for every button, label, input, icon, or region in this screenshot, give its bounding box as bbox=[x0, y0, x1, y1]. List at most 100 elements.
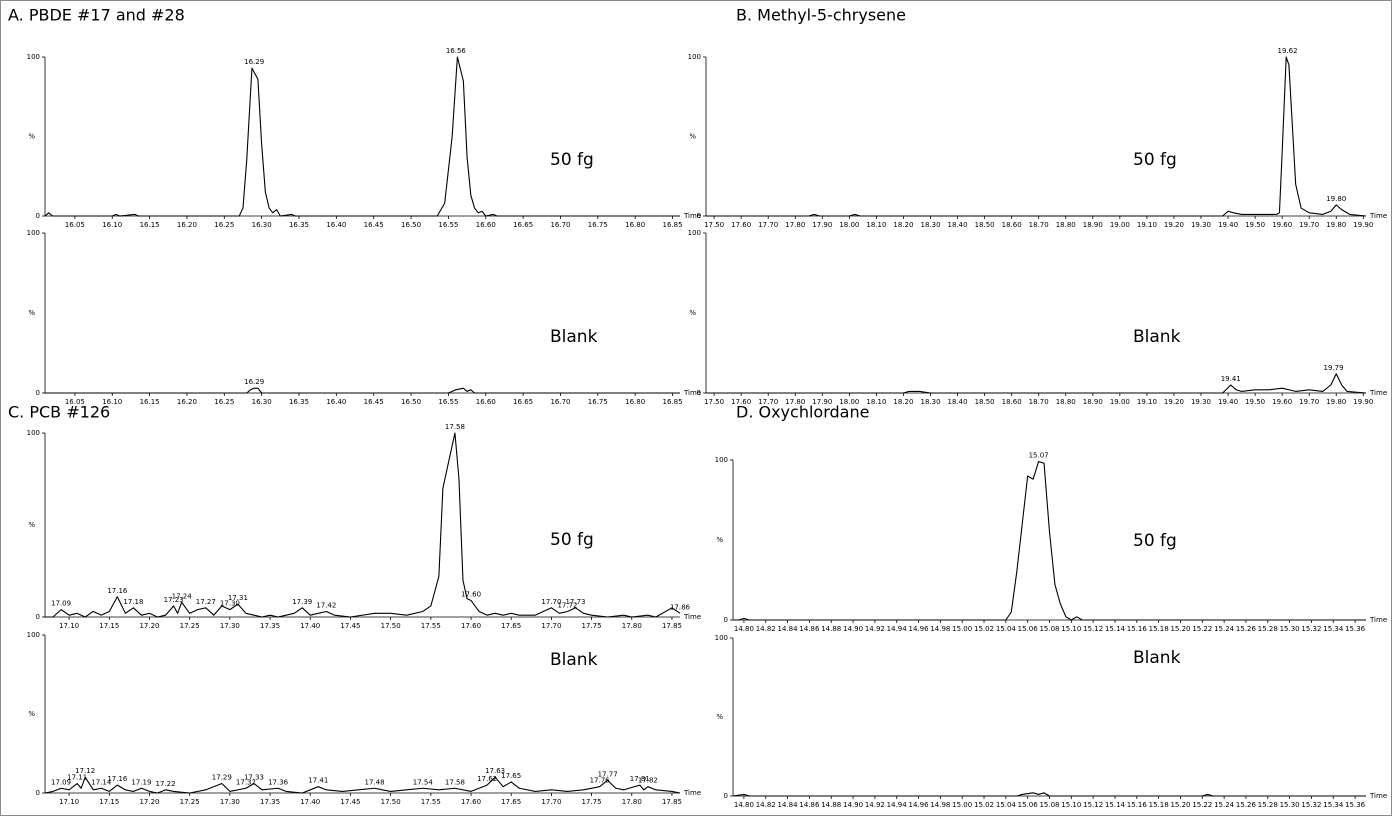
trace bbox=[732, 792, 1366, 797]
y-axis-label: % bbox=[28, 710, 35, 718]
y-tick-label: 0 bbox=[724, 792, 728, 800]
peak-label: 17.60 bbox=[461, 590, 481, 598]
x-tick-label: 14.96 bbox=[909, 801, 930, 809]
peak-label: 17.58 bbox=[445, 778, 465, 786]
y-tick-label: 0 bbox=[697, 389, 701, 397]
trace bbox=[44, 776, 681, 794]
y-tick-label: 100 bbox=[27, 631, 40, 639]
x-tick-label: 17.50 bbox=[704, 398, 724, 406]
x-tick-label: 15.00 bbox=[952, 625, 972, 633]
x-tick-label: 17.10 bbox=[59, 622, 79, 630]
x-tick-label: 15.28 bbox=[1258, 801, 1278, 809]
x-tick-label: 15.16 bbox=[1127, 625, 1148, 633]
peak-label: 17.09 bbox=[51, 778, 71, 786]
x-tick-label: 18.50 bbox=[975, 221, 995, 229]
x-tick-label: 14.94 bbox=[887, 625, 908, 633]
x-axis-label: Time bbox=[1369, 792, 1387, 800]
x-tick-label: 15.04 bbox=[996, 801, 1017, 809]
trace bbox=[706, 56, 1367, 217]
peak-label: 17.39 bbox=[292, 598, 312, 606]
x-tick-label: 15.08 bbox=[1039, 801, 1059, 809]
x-tick-label: 18.70 bbox=[1029, 398, 1049, 406]
peak-label: 17.72 bbox=[557, 601, 577, 609]
series-label: Blank bbox=[550, 327, 598, 347]
x-tick-label: 17.90 bbox=[812, 398, 832, 406]
x-tick-label: 14.86 bbox=[799, 625, 820, 633]
peak-label: 17.11 bbox=[67, 774, 87, 782]
x-tick-label: 17.55 bbox=[421, 622, 441, 630]
panel-title: C. PCB #126 bbox=[8, 403, 110, 422]
x-tick-label: 17.65 bbox=[501, 622, 521, 630]
x-tick-label: 16.55 bbox=[438, 221, 458, 229]
y-tick-label: 100 bbox=[27, 53, 40, 61]
peak-label: 17.62 bbox=[477, 775, 497, 783]
x-tick-label: 18.90 bbox=[1083, 221, 1103, 229]
x-tick-label: 16.60 bbox=[476, 221, 496, 229]
x-tick-label: 15.12 bbox=[1083, 801, 1103, 809]
y-tick-label: 0 bbox=[36, 212, 40, 220]
x-tick-label: 14.96 bbox=[909, 625, 930, 633]
x-tick-label: 15.02 bbox=[974, 625, 994, 633]
x-tick-label: 19.10 bbox=[1137, 398, 1157, 406]
peak-label: 17.16 bbox=[107, 775, 128, 783]
x-tick-label: 16.25 bbox=[214, 398, 234, 406]
x-tick-label: 16.05 bbox=[65, 398, 85, 406]
x-tick-label: 17.60 bbox=[731, 221, 751, 229]
peak-label: 17.82 bbox=[638, 777, 658, 785]
peak-label: 17.12 bbox=[75, 767, 95, 775]
x-tick-label: 16.15 bbox=[140, 221, 160, 229]
peak-label: 19.80 bbox=[1326, 195, 1346, 203]
x-tick-label: 15.28 bbox=[1258, 625, 1278, 633]
x-tick-label: 17.35 bbox=[260, 622, 280, 630]
y-tick-label: 0 bbox=[697, 212, 701, 220]
x-tick-label: 19.80 bbox=[1326, 221, 1346, 229]
panel-title: D. Oxychlordane bbox=[736, 403, 869, 422]
x-tick-label: 16.45 bbox=[364, 221, 384, 229]
x-tick-label: 15.24 bbox=[1214, 625, 1235, 633]
x-tick-label: 17.55 bbox=[421, 798, 441, 806]
peak-label: 19.62 bbox=[1278, 47, 1298, 55]
peak-label: 17.30 bbox=[220, 600, 240, 608]
x-tick-label: 16.65 bbox=[513, 398, 533, 406]
x-tick-label: 18.30 bbox=[920, 221, 940, 229]
x-tick-label: 14.84 bbox=[778, 801, 799, 809]
x-tick-label: 18.00 bbox=[839, 398, 859, 406]
x-tick-label: 16.70 bbox=[550, 398, 570, 406]
x-tick-label: 14.84 bbox=[778, 625, 799, 633]
x-tick-label: 16.70 bbox=[550, 221, 570, 229]
x-tick-label: 17.90 bbox=[812, 221, 832, 229]
x-tick-label: 17.80 bbox=[785, 398, 805, 406]
x-tick-label: 18.20 bbox=[893, 221, 913, 229]
x-tick-label: 17.40 bbox=[300, 798, 320, 806]
series-label: Blank bbox=[550, 650, 598, 670]
x-tick-label: 16.60 bbox=[476, 398, 496, 406]
x-axis-label: Time bbox=[683, 389, 701, 397]
peak-label: 19.79 bbox=[1324, 364, 1344, 372]
x-tick-label: 19.60 bbox=[1272, 221, 1292, 229]
x-tick-label: 17.50 bbox=[704, 221, 724, 229]
peak-label: 17.65 bbox=[501, 772, 521, 780]
peak-label: 17.76 bbox=[590, 777, 611, 785]
x-tick-label: 17.15 bbox=[99, 622, 119, 630]
x-tick-label: 18.50 bbox=[975, 398, 995, 406]
x-tick-label: 18.40 bbox=[948, 398, 968, 406]
x-tick-label: 15.14 bbox=[1105, 801, 1126, 809]
peak-label: 17.41 bbox=[308, 777, 328, 785]
peak-label: 17.70 bbox=[541, 598, 561, 606]
x-tick-label: 16.85 bbox=[663, 221, 683, 229]
peak-label: 17.86 bbox=[670, 603, 691, 611]
x-tick-label: 15.18 bbox=[1149, 625, 1169, 633]
x-tick-label: 19.00 bbox=[1110, 398, 1130, 406]
x-tick-label: 17.20 bbox=[139, 622, 159, 630]
y-tick-label: 100 bbox=[688, 53, 701, 61]
x-tick-label: 19.70 bbox=[1299, 398, 1319, 406]
x-tick-label: 14.80 bbox=[734, 625, 754, 633]
x-axis-label: Time bbox=[1369, 389, 1387, 397]
y-tick-label: 100 bbox=[715, 634, 728, 642]
x-tick-label: 16.85 bbox=[663, 398, 683, 406]
peak-label: 17.42 bbox=[316, 601, 336, 609]
x-tick-label: 16.20 bbox=[177, 398, 197, 406]
x-tick-label: 17.60 bbox=[461, 622, 481, 630]
x-tick-label: 15.26 bbox=[1236, 625, 1257, 633]
